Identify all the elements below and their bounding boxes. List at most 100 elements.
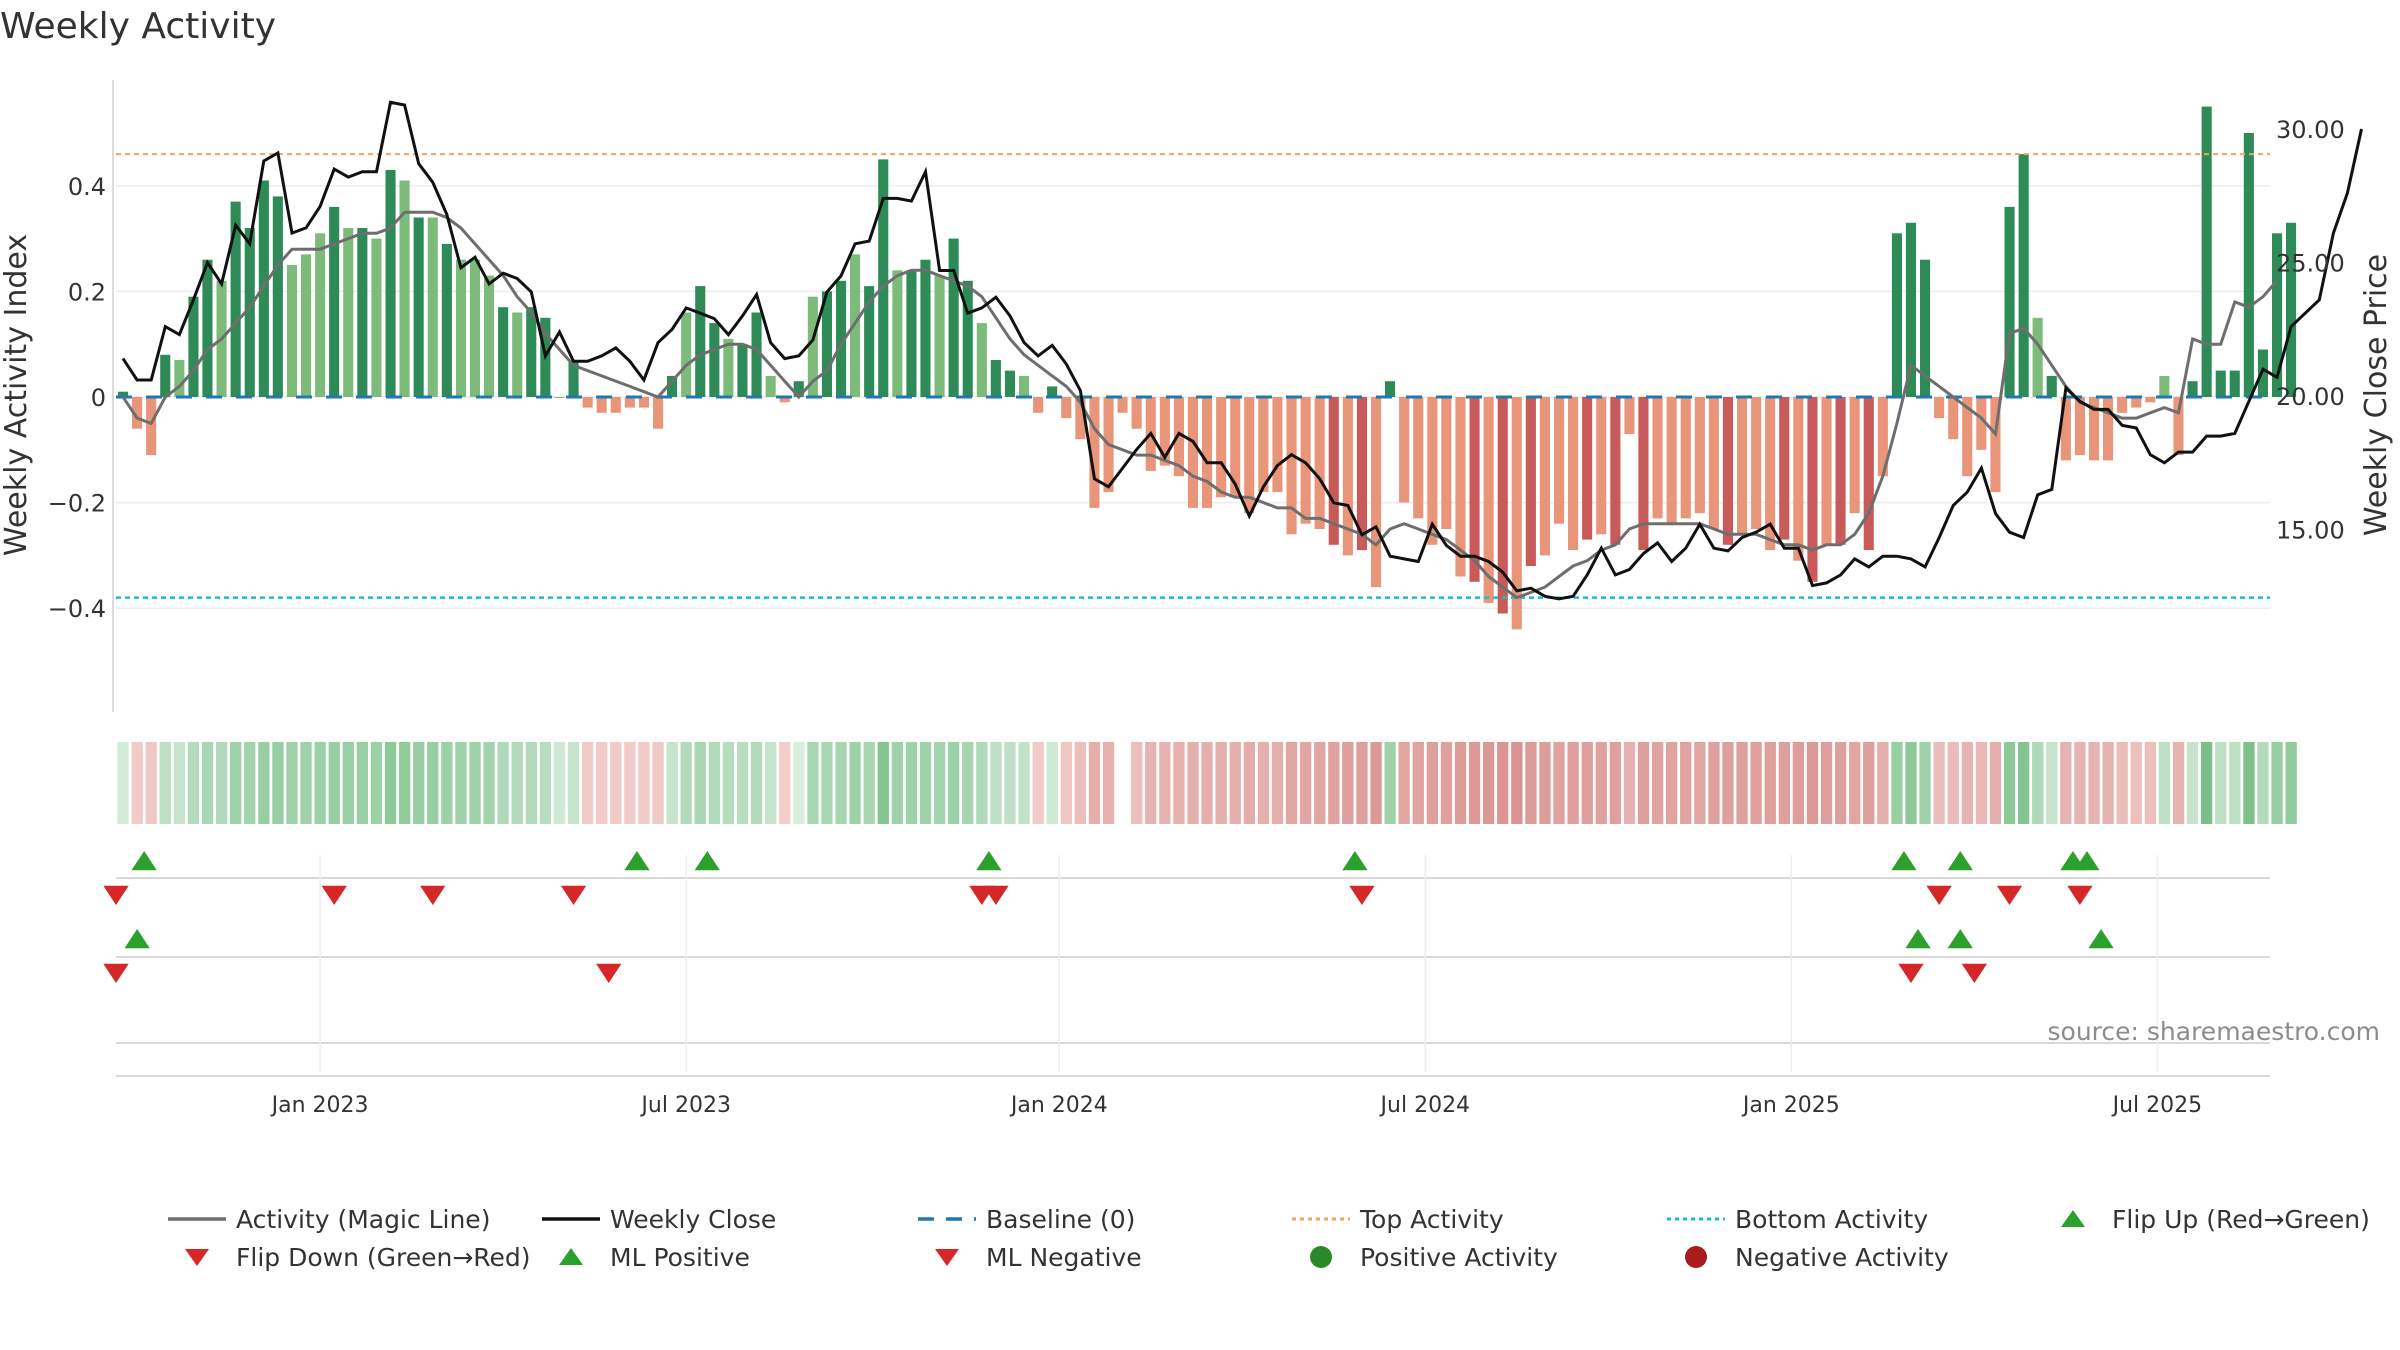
- activity-bar: [1019, 375, 1030, 397]
- activity-bar: [1807, 397, 1818, 582]
- strip-cell: [1511, 742, 1523, 824]
- strip-cell: [1159, 742, 1171, 824]
- strip-cell: [1666, 742, 1678, 824]
- activity-bar: [399, 180, 410, 397]
- activity-bar: [821, 291, 832, 397]
- legend-item: ML Negative: [935, 1243, 1142, 1272]
- activity-bar: [2060, 397, 2071, 461]
- activity-bar: [2018, 154, 2029, 397]
- legend-item: Flip Down (Green→Red): [185, 1243, 531, 1272]
- activity-bar: [934, 275, 945, 397]
- x-tick-label: Jul 2024: [1379, 1093, 1471, 1118]
- strip-cell: [1933, 742, 1945, 824]
- legend-label: Negative Activity: [1735, 1243, 1949, 1272]
- ml-negative-marker: [596, 963, 622, 983]
- y2-tick-label: 20.00: [2276, 383, 2345, 411]
- strip-cell: [891, 742, 903, 824]
- activity-bar: [624, 397, 635, 408]
- strip-cell: [342, 742, 354, 824]
- activity-bar: [2074, 397, 2085, 456]
- legend-label: ML Positive: [610, 1243, 750, 1272]
- legend-swatch: [2061, 1210, 2085, 1227]
- strip-cell: [1891, 742, 1903, 824]
- activity-bar: [2131, 397, 2142, 408]
- strip-cell: [1581, 742, 1593, 824]
- ml-positive-marker: [124, 929, 150, 949]
- strip-cell: [1708, 742, 1720, 824]
- strip-cell: [1961, 742, 1973, 824]
- legend-swatch: [559, 1248, 583, 1265]
- activity-bar: [371, 238, 382, 397]
- activity-bar: [976, 323, 987, 397]
- strip-cell: [1764, 742, 1776, 824]
- flip-up-marker: [2074, 851, 2100, 871]
- strip-cell: [1863, 742, 1875, 824]
- strip-cell: [1820, 742, 1833, 824]
- activity-bar: [441, 243, 452, 397]
- activity-bar: [1497, 397, 1508, 614]
- activity-bar: [596, 397, 607, 413]
- activity-bar: [1525, 397, 1536, 566]
- legend-item: Positive Activity: [1310, 1243, 1558, 1272]
- strip-cell: [356, 742, 368, 824]
- activity-bar: [132, 397, 143, 429]
- strip-cell: [1314, 742, 1326, 824]
- activity-bar: [709, 323, 720, 397]
- strip-cell: [1271, 742, 1284, 824]
- series-lines: [116, 100, 2363, 601]
- strip-cell: [1553, 742, 1565, 824]
- legend-label: Flip Down (Green→Red): [236, 1243, 531, 1272]
- strip-cell: [680, 742, 692, 824]
- strip-cell: [314, 742, 326, 824]
- activity-bar: [118, 391, 129, 397]
- strip-cell: [2229, 742, 2241, 824]
- flip-down-marker: [321, 885, 347, 905]
- strip-cell: [1131, 742, 1143, 824]
- flip-down-marker: [560, 885, 587, 905]
- strip-cell: [2003, 742, 2016, 824]
- activity-bar: [1666, 397, 1677, 524]
- strip-cell: [582, 742, 594, 824]
- x-tick-label: Jul 2025: [2111, 1093, 2203, 1118]
- activity-bar: [1708, 397, 1719, 529]
- y2-tick-label: 15.00: [2276, 517, 2345, 545]
- activity-bar: [1511, 397, 1522, 630]
- strip-cell: [1652, 742, 1664, 824]
- legend-item: Bottom Activity: [1667, 1205, 1928, 1234]
- legend-swatch: [1667, 1217, 1725, 1221]
- strip-cell: [2215, 742, 2227, 824]
- activity-bar: [1976, 397, 1987, 450]
- ml-positive-marker: [1905, 929, 1931, 949]
- flip-up-marker: [1891, 851, 1917, 871]
- strip-cell: [441, 742, 453, 824]
- strip-cell: [413, 742, 425, 824]
- strip-cell: [159, 742, 171, 824]
- strip-cell: [272, 742, 284, 824]
- activity-bar: [1934, 397, 1945, 419]
- strip-cell: [399, 742, 411, 824]
- activity-bar: [1948, 397, 1959, 440]
- activity-bar: [638, 397, 649, 408]
- activity-bar: [1371, 397, 1382, 588]
- strip-cell: [849, 742, 861, 824]
- strip-cell: [2271, 742, 2283, 824]
- activity-bar: [793, 381, 804, 397]
- strip-cell: [2144, 742, 2156, 824]
- activity-bar: [1131, 397, 1142, 429]
- activity-bar: [301, 254, 312, 397]
- strip-cell: [976, 742, 988, 824]
- activity-bar: [751, 312, 762, 397]
- activity-bar: [2145, 397, 2156, 403]
- flip-down-marker: [2067, 885, 2093, 905]
- activity-bar: [329, 206, 340, 397]
- ml-positive-marker: [2088, 929, 2114, 949]
- strip-cell: [455, 742, 467, 824]
- activity-bar: [962, 280, 973, 397]
- activity-bar: [469, 259, 480, 397]
- strip-cell: [1102, 742, 1115, 824]
- activity-bar: [864, 286, 875, 397]
- flip-markers: [103, 851, 2270, 1077]
- strip-cell: [1750, 742, 1762, 824]
- activity-bar: [315, 233, 326, 397]
